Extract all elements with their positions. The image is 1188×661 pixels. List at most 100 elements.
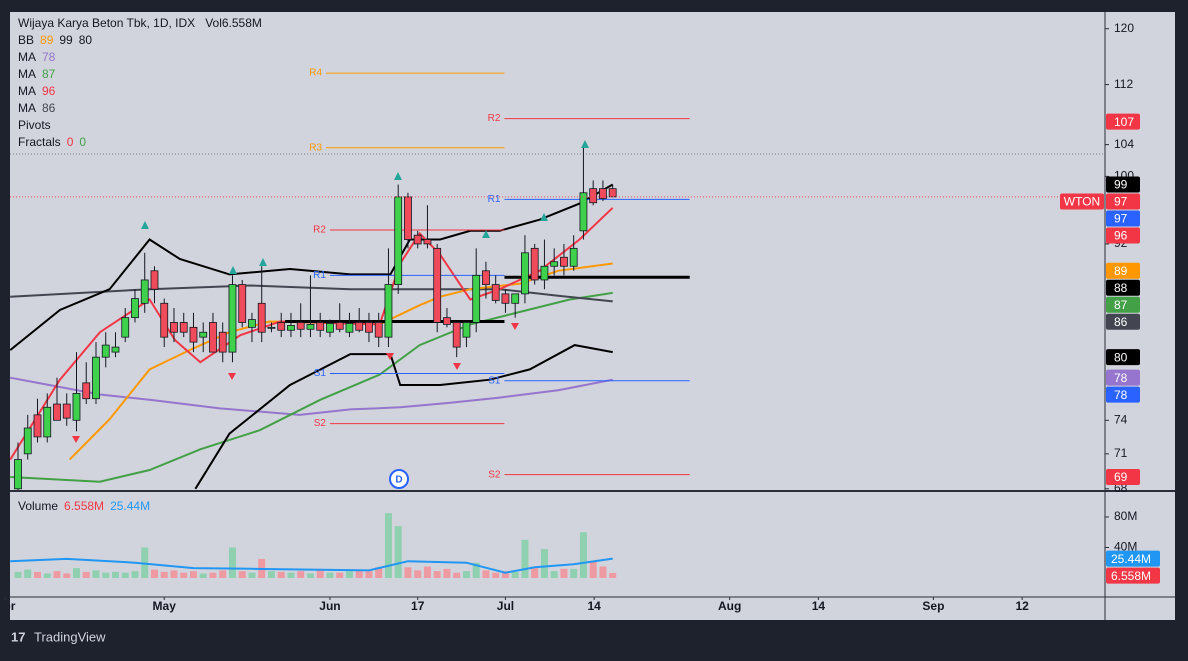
dividend-marker[interactable]: D [389, 469, 409, 489]
volume-bar [63, 573, 71, 578]
volume-bar [462, 571, 470, 578]
legend-title: Wijaya Karya Beton Tbk, 1D, IDX [18, 16, 195, 30]
volume-label-box [1106, 567, 1160, 584]
price-label-box [1106, 210, 1140, 227]
price-label: 86 [1114, 315, 1128, 329]
candle-body [257, 302, 266, 333]
volume-bar [570, 568, 578, 578]
candle-body [501, 293, 510, 304]
candle-body [384, 284, 393, 338]
candle-body [374, 322, 383, 338]
price-label-box [1106, 279, 1140, 296]
price-label-box [1106, 313, 1140, 330]
volume-bar [433, 571, 441, 578]
volume-bar [228, 547, 236, 578]
volume-bar [43, 573, 51, 578]
volume-bar [384, 513, 392, 578]
legend-value: 89 [40, 33, 54, 47]
footer-logo[interactable]: 17 TradingView [11, 629, 106, 644]
candle-body [365, 322, 373, 333]
candle-body [530, 247, 539, 281]
y-tick-label: 112 [1114, 77, 1133, 91]
x-tick-label: Apr [0, 599, 16, 613]
price-label-box [1106, 369, 1140, 386]
x-tick-label: 12 [1015, 599, 1029, 613]
legend-value: 86 [42, 101, 56, 115]
indicator-line [10, 183, 614, 351]
volume-bar [219, 570, 227, 578]
brand[interactable]: TradingView [34, 629, 106, 644]
candle-body [62, 403, 71, 419]
candle-body [296, 322, 305, 330]
volume-bar [531, 567, 539, 578]
volume-bar [180, 572, 188, 578]
volume-bar [24, 569, 32, 578]
volume-bar [501, 571, 509, 578]
price-label-box [1106, 262, 1140, 279]
candle-body [131, 298, 139, 319]
volume-bar [492, 572, 500, 578]
volume-pane [10, 513, 617, 578]
candle-body [101, 344, 110, 358]
candle-body [267, 326, 276, 329]
candle-body [179, 322, 188, 333]
y-tick-label: 120 [1114, 21, 1134, 35]
volume-bar [511, 571, 519, 578]
candle-body [355, 322, 364, 331]
volume-bar [160, 571, 168, 578]
volume-bar [589, 561, 597, 578]
volume-bar [209, 572, 217, 578]
candle-body [150, 270, 159, 290]
volume-bar [579, 532, 587, 578]
volume-bar [238, 571, 246, 578]
candle-body [72, 392, 81, 421]
price-label-box [1106, 468, 1140, 485]
candle-body [306, 324, 315, 330]
dividend-circle[interactable] [389, 469, 409, 489]
price-label-box [1106, 349, 1140, 366]
fractal-up [581, 140, 589, 148]
candle-body [316, 322, 325, 331]
volume-bar [189, 571, 197, 578]
indicator-line [10, 376, 613, 416]
candle-body [560, 256, 568, 267]
candle-body [589, 188, 598, 204]
candle-body [92, 356, 100, 400]
legend-value: 0 [79, 135, 86, 149]
candle-body [452, 322, 461, 348]
chart-panel [10, 12, 1175, 620]
price-label-box [1106, 113, 1140, 130]
candle-body [443, 317, 451, 325]
volume-bar [540, 549, 548, 578]
fractal-up [482, 230, 490, 238]
volume-bar [482, 570, 490, 578]
candle-body [413, 234, 422, 245]
x-tick-label: 14 [587, 599, 601, 613]
volume-bar [326, 572, 334, 578]
x-tick-label: Jun [319, 599, 340, 613]
candle-body [433, 247, 442, 323]
volume-bar [277, 571, 285, 578]
candle-body [121, 317, 130, 338]
volume-bar [345, 571, 353, 578]
candle-body [82, 382, 91, 400]
pivot-label: R2 [488, 113, 501, 124]
volume-ma-line [10, 557, 613, 574]
y-tick-label: 71 [1114, 446, 1128, 460]
dividend-letter: D [395, 475, 402, 486]
price-pane: R4 R3 R2 R1 S1 S2 R2 R1 S1 S2 [10, 68, 690, 490]
volume-bar [423, 566, 431, 578]
legend-name: MA [18, 101, 36, 115]
candle-body [43, 406, 52, 438]
fractals-down [72, 323, 519, 443]
candle-body [33, 414, 42, 438]
fractal-up [394, 172, 402, 180]
volume-bar [248, 572, 256, 578]
volume-bar [306, 573, 314, 578]
candle-body [189, 326, 198, 343]
fractal-up [141, 221, 149, 229]
price-label: 88 [1114, 281, 1128, 295]
x-tick-label: Sep [922, 599, 944, 613]
volume-bar [472, 562, 480, 578]
legend-name: MA [18, 50, 36, 64]
